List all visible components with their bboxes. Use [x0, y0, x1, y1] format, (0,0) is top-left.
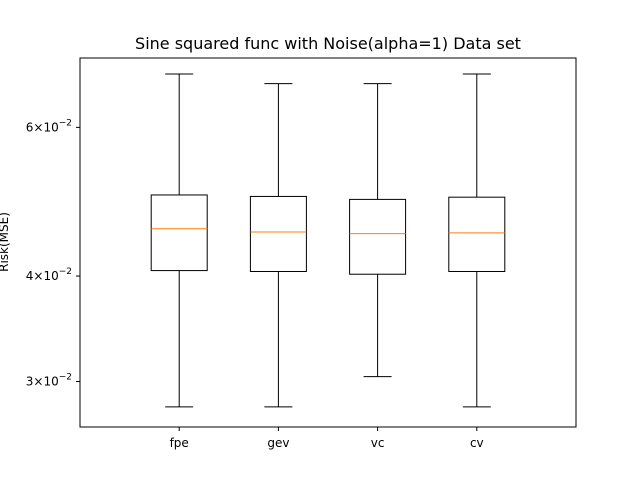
box-group-fpe — [150, 73, 208, 408]
axes-frame — [79, 57, 577, 428]
box-group-cv — [448, 73, 506, 408]
x-tick-label-cv: cv — [470, 436, 484, 450]
y-axis-label: Risk(MSE) — [0, 212, 11, 272]
box-group-vc — [349, 83, 407, 378]
plot-area — [150, 73, 506, 408]
box-fpe — [150, 194, 208, 272]
box-group-gev — [249, 83, 307, 408]
y-tick-label-0.03: 3×10−2 — [26, 373, 72, 389]
x-tick-label-fpe: fpe — [170, 436, 189, 450]
box-cv — [448, 196, 506, 272]
chart-title: Sine squared func with Noise(alpha=1) Da… — [135, 34, 521, 53]
y-tick-label-0.06: 6×10−2 — [26, 118, 72, 134]
box-gev — [249, 195, 307, 272]
y-tick-label-0.04: 4×10−2 — [26, 267, 72, 283]
box-vc — [349, 198, 407, 275]
x-tick-label-gev: gev — [267, 436, 289, 450]
x-tick-label-vc: vc — [371, 436, 385, 450]
